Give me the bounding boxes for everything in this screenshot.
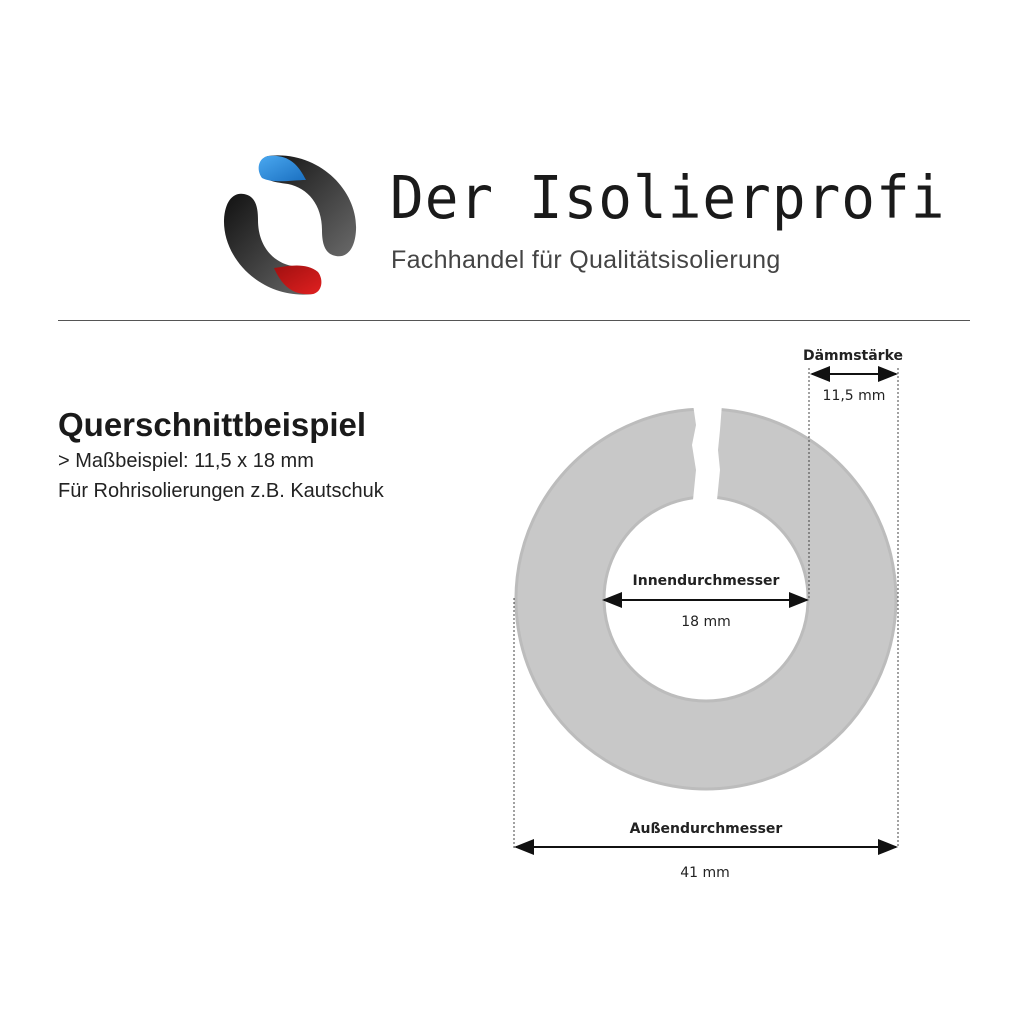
dimension-example: > Maßbeispiel: 11,5 x 18 mm [58, 450, 314, 472]
thickness-label: Dämmstärke [803, 348, 903, 364]
brand-name: Der Isolierprofi [390, 164, 946, 233]
divider [58, 320, 970, 321]
outer-diameter-label: Außendurchmesser [630, 821, 783, 837]
brand-tagline: Fachhandel für Qualitätsisolierung [391, 246, 781, 274]
ring-slit [692, 404, 722, 500]
brand-logo [223, 155, 357, 295]
dimension-guides [513, 368, 899, 848]
section-title: Querschnittbeispiel [58, 406, 367, 443]
inner-diameter-label: Innendurchmesser [633, 573, 780, 589]
inner-diameter-value: 18 mm [681, 614, 731, 630]
application-note: Für Rohrisolierungen z.B. Kautschuk [58, 480, 384, 502]
outer-diameter-value: 41 mm [680, 865, 730, 881]
thickness-value: 11,5 mm [823, 388, 886, 404]
insulation-ring [514, 404, 898, 791]
